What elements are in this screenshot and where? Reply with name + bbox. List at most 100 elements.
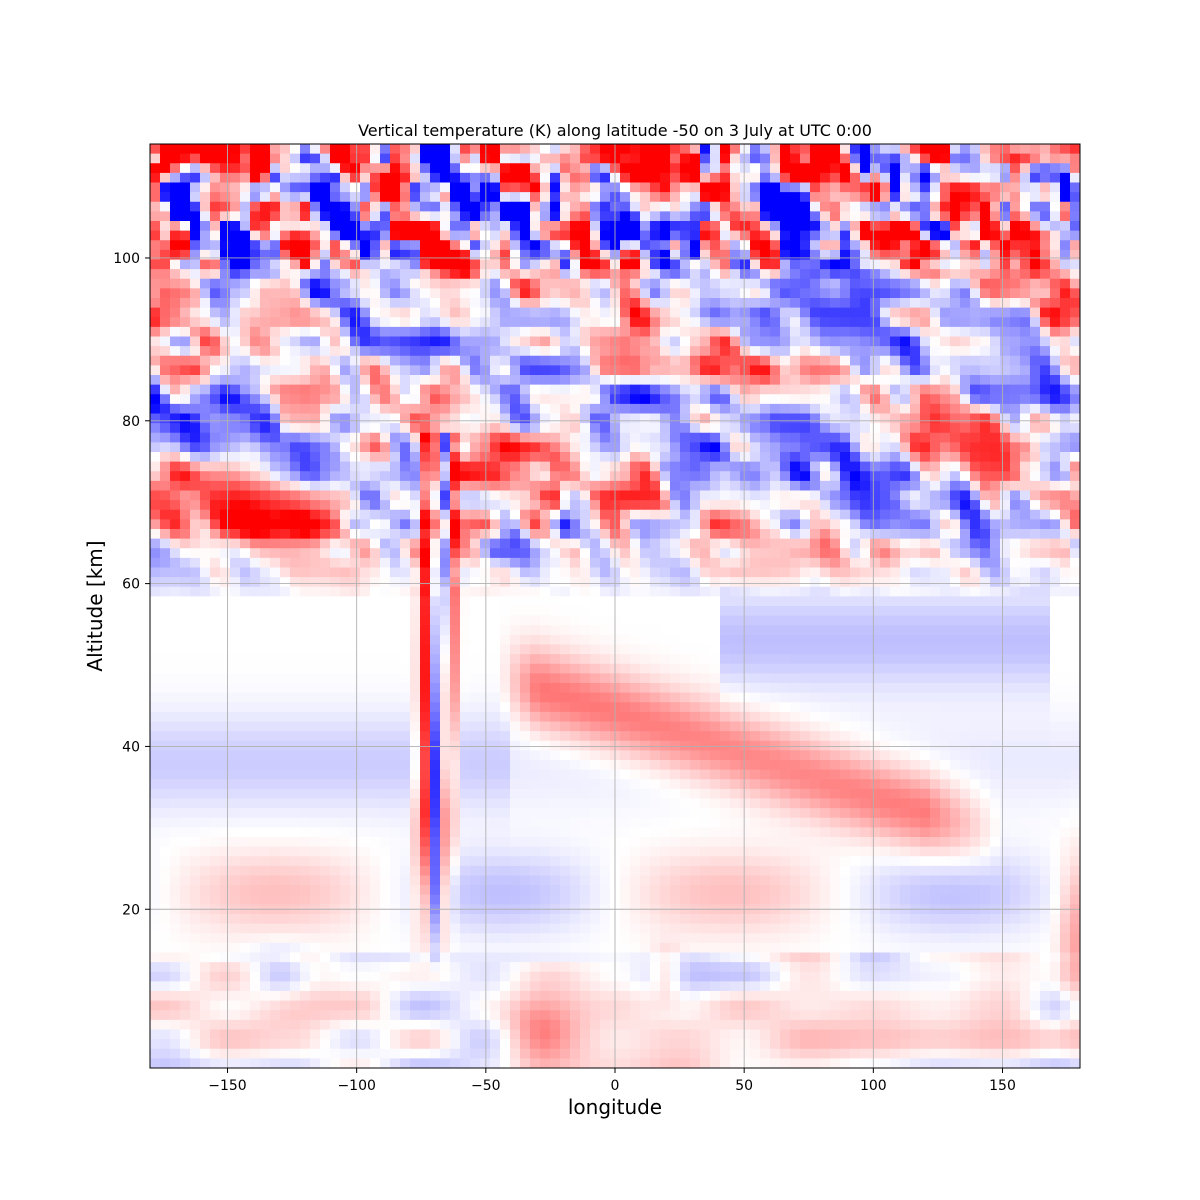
heatmap-cell [850,230,861,241]
heatmap-cell [370,509,381,520]
heatmap-cell [240,346,251,357]
heatmap-cell [880,490,891,501]
heatmap-cell [930,144,941,155]
heatmap-cell [150,182,161,193]
heatmap-cell [1030,346,1041,357]
heatmap-cell [970,442,981,453]
heatmap-cell [990,490,1001,501]
heatmap-cell [210,355,221,366]
heatmap-cell [240,471,251,482]
heatmap-cell [340,336,351,347]
heatmap-cell [860,634,871,646]
heatmap-cell [180,144,191,155]
heatmap-cell [1050,606,1061,617]
heatmap-cell [550,432,561,443]
heatmap-cell [760,317,771,328]
heatmap-cell [430,201,441,212]
heatmap-cell [440,375,451,386]
heatmap-cell [210,269,221,280]
heatmap-cell [230,144,241,155]
heatmap-cell [380,403,391,415]
heatmap-cell [590,365,601,376]
heatmap-cell [240,432,251,443]
heatmap-cell [740,375,751,386]
heatmap-cell [360,298,371,309]
heatmap-cell [1070,413,1080,424]
heatmap-cell [570,346,581,357]
heatmap-cell [990,452,1001,463]
heatmap-cell [1020,163,1031,174]
heatmap-cell [600,586,611,597]
heatmap-cell [700,480,711,492]
heatmap-cell [900,519,911,530]
heatmap-cell [250,586,261,597]
heatmap-cell [950,288,961,299]
heatmap-cell [840,567,851,578]
heatmap-cell [490,230,501,241]
heatmap-cell [540,153,551,164]
heatmap-cell [430,346,441,357]
heatmap-cell [240,567,251,578]
heatmap-cell [390,336,401,347]
heatmap-cell [240,278,251,289]
heatmap-cell [860,538,871,549]
heatmap-cell [400,230,411,241]
heatmap-cell [370,153,381,164]
heatmap-cell [930,548,941,559]
heatmap-cell [460,172,471,184]
heatmap-cell [960,529,971,540]
heatmap-cell [370,461,381,472]
heatmap-cell [1020,259,1031,270]
heatmap-cell [660,586,671,597]
heatmap-cell [920,634,931,646]
heatmap-cell [1040,172,1051,184]
heatmap-cell [350,384,361,395]
heatmap-cell [230,519,241,530]
heatmap-cell [720,298,731,309]
heatmap-cell [800,606,811,617]
heatmap-cell [1040,461,1051,472]
heatmap-cell [380,644,391,655]
heatmap-cell [710,240,721,251]
heatmap-cell [350,461,361,472]
heatmap-cell [870,644,881,655]
heatmap-cell [300,288,311,299]
heatmap-cell [460,269,471,280]
heatmap-cell [800,249,811,261]
heatmap-cell [280,365,291,376]
heatmap-cell [1010,606,1021,617]
heatmap-cell [520,346,531,357]
heatmap-cell [770,336,781,347]
heatmap-cell [950,634,961,646]
heatmap-cell [690,403,701,415]
heatmap-cell [730,644,741,655]
heatmap-cell [700,442,711,453]
heatmap-cell [940,452,951,463]
heatmap-cell [700,538,711,549]
heatmap-cell [240,307,251,318]
heatmap-cell [750,654,761,665]
heatmap-cell [670,240,681,251]
heatmap-cell [310,249,321,261]
heatmap-cell [410,634,421,646]
heatmap-cell [890,365,901,376]
heatmap-cell [160,384,171,395]
heatmap-cell [810,326,821,338]
heatmap-cell [1040,471,1051,482]
heatmap-cell [880,317,891,328]
heatmap-cell [150,596,161,607]
heatmap-cell [300,452,311,463]
heatmap-cell [840,288,851,299]
heatmap-cell [1050,375,1061,386]
heatmap-cell [560,336,571,347]
heatmap-cell [370,192,381,203]
heatmap-cell [670,153,681,164]
heatmap-cell [770,384,781,395]
heatmap-cell [850,394,861,405]
heatmap-cell [810,375,821,386]
heatmap-cell [530,577,541,588]
heatmap-cell [400,509,411,520]
heatmap-cell [970,615,981,626]
heatmap-cell [400,403,411,415]
heatmap-cell [180,317,191,328]
